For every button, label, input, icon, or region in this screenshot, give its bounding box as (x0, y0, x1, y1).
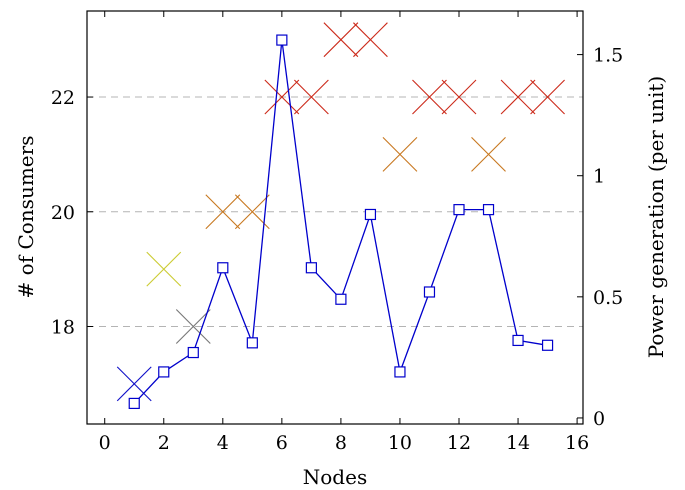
cross-stroke (353, 22, 388, 58)
grid-layer (87, 96, 583, 327)
plot-frame (86, 10, 584, 425)
ticks-layer: 0 2 4 6 8 10 12 14 16 18 20 22 0 0.5 1 1.5 (51, 11, 623, 454)
cross-marker (323, 22, 359, 58)
cross-marker (530, 79, 565, 115)
cross-marker (205, 194, 241, 230)
power-marker (246, 337, 258, 349)
cross-marker (175, 309, 211, 344)
cross-stroke (441, 79, 477, 115)
power-marker (453, 204, 465, 216)
x-tick-label: 2 (158, 432, 170, 454)
x-tick-label: 16 (565, 432, 589, 454)
cross-stroke (116, 366, 152, 402)
y2-axis-title: Power generation (per unit) (644, 76, 668, 358)
cross-marker (146, 251, 182, 287)
cross-marker (412, 79, 447, 115)
cross-stroke (234, 194, 270, 230)
cross-stroke (264, 79, 300, 115)
power-marker (364, 208, 377, 221)
y-tick-label: 22 (51, 87, 75, 109)
y-tick-label: 18 (51, 316, 75, 338)
marks-layer (116, 22, 565, 410)
cross-marker (116, 366, 152, 402)
y-axis-title: # of Consumers (14, 136, 38, 299)
cross-stroke (293, 79, 329, 115)
cross-marker (471, 137, 506, 172)
power-marker (335, 293, 347, 305)
power-marker (217, 262, 229, 274)
cross-marker (500, 79, 536, 115)
power-marker (423, 286, 436, 298)
power-marker (128, 397, 140, 410)
cross-marker (293, 79, 329, 115)
cross-stroke (382, 137, 418, 172)
cross-stroke (471, 137, 506, 172)
cross-marker (382, 137, 418, 172)
cross-stroke (530, 79, 565, 115)
power-marker (187, 346, 199, 359)
x-tick-label: 4 (217, 432, 229, 454)
x-tick-label: 12 (447, 432, 471, 454)
power-marker (482, 204, 495, 216)
x-tick-label: 8 (335, 432, 347, 454)
x-tick-label: 10 (388, 432, 412, 454)
cross-marker (264, 79, 300, 115)
cross-stroke (323, 22, 359, 58)
power-marker (394, 366, 406, 378)
cross-stroke (412, 79, 447, 115)
x-tick-label: 0 (99, 432, 111, 454)
cross-stroke (500, 79, 536, 115)
cross-stroke (146, 251, 182, 287)
cross-marker (441, 79, 477, 115)
x-tick-label: 14 (506, 432, 530, 454)
y2-tick-label: 0 (593, 408, 605, 430)
power-marker (541, 339, 554, 351)
cross-marker (353, 22, 388, 58)
power-marker (158, 366, 170, 378)
cross-stroke (175, 309, 211, 344)
cross-stroke (205, 194, 241, 230)
x-tick-label: 6 (276, 432, 288, 454)
y-tick-label: 20 (51, 202, 75, 224)
y2-tick-label: 1.5 (593, 45, 623, 67)
power-marker (512, 334, 524, 347)
power-marker (305, 262, 317, 274)
power-marker (276, 34, 288, 46)
y2-tick-label: 1 (593, 166, 605, 188)
y2-tick-label: 0.5 (593, 287, 623, 309)
x-axis-title: Nodes (303, 465, 367, 489)
